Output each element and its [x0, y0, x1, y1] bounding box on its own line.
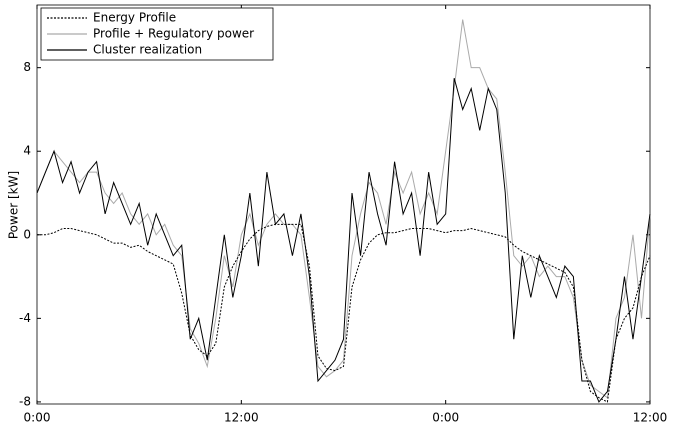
x-tick-label: 12:00: [633, 411, 668, 425]
y-tick-label: -8: [19, 394, 31, 408]
y-tick-label: 4: [23, 144, 31, 158]
x-tick-label: 0:00: [432, 411, 459, 425]
y-tick-label: -4: [19, 311, 31, 325]
series-line: [36, 77, 651, 403]
y-axis-label: Power [kW]: [7, 171, 21, 239]
legend-label: Cluster realization: [93, 43, 202, 57]
x-tick-label: 12:00: [224, 411, 259, 425]
plot-frame: [36, 4, 651, 405]
y-tick-label: 8: [23, 60, 31, 74]
legend-label: Profile + Regulatory power: [93, 27, 254, 41]
series-line: [36, 19, 651, 399]
legend-box: [40, 7, 274, 61]
x-tick-label: 0:00: [24, 411, 51, 425]
legend-label: Energy Profile: [93, 11, 176, 25]
series-line: [37, 223, 651, 403]
legend: Energy Profile Profile + Regulatory power…: [40, 7, 274, 61]
y-tick-label: 0: [23, 227, 31, 241]
